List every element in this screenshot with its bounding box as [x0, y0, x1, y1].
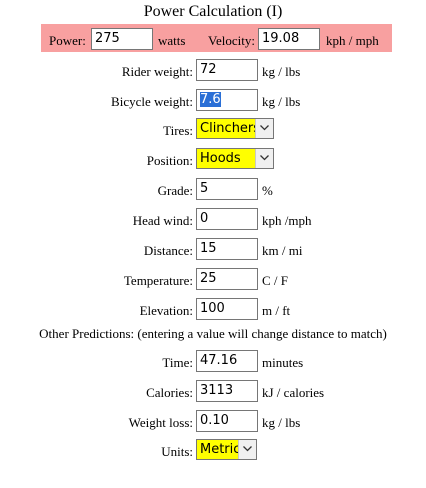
bicycle-weight-label: Bicycle weight: [111, 94, 193, 109]
calories-label: Calories: [146, 385, 193, 400]
units-select[interactable]: Metric [196, 439, 257, 460]
grade-label: Grade: [157, 183, 193, 198]
elevation-unit: m / ft [262, 303, 291, 318]
elevation-input[interactable]: 100 [196, 298, 258, 320]
tires-selected: Clinchers [200, 121, 261, 136]
velocity-label: Velocity: [208, 33, 255, 48]
weight-loss-label: Weight loss: [128, 415, 193, 430]
distance-unit: km / mi [262, 243, 303, 258]
time-input[interactable]: 47.16 [196, 350, 258, 372]
temperature-unit: C / F [262, 273, 289, 288]
rider-weight-label: Rider weight: [121, 64, 193, 79]
grade-unit: % [262, 183, 273, 198]
distance-input[interactable]: 15 [196, 238, 258, 260]
temperature-label: Temperature: [123, 273, 193, 288]
power-label: Power: [49, 33, 86, 48]
power-unit: watts [158, 33, 186, 48]
weight-loss-unit: kg / lbs [262, 415, 301, 430]
selected-text: 7.6 [200, 92, 221, 107]
bicycle-weight-unit: kg / lbs [262, 94, 301, 109]
page-title: Power Calculation (I) [143, 3, 283, 20]
temperature-input[interactable]: 25 [196, 268, 258, 290]
time-unit: minutes [262, 355, 304, 370]
velocity-input[interactable]: 19.08 [258, 28, 320, 50]
position-select[interactable]: Hoods [196, 148, 274, 169]
position-label: Position: [146, 153, 193, 168]
tires-select[interactable]: Clinchers [196, 118, 274, 139]
predictions-note: Other Predictions: (entering a value wil… [39, 326, 387, 341]
chevron-down-icon [255, 119, 273, 138]
tires-label: Tires: [163, 123, 193, 138]
velocity-unit: kph / mph [326, 33, 379, 48]
distance-label: Distance: [143, 243, 193, 258]
bicycle-weight-input[interactable]: 7.6 [196, 89, 258, 111]
time-label: Time: [162, 355, 193, 370]
chevron-down-icon [255, 149, 273, 168]
head-wind-input[interactable]: 0 [196, 208, 258, 230]
head-wind-label: Head wind: [132, 213, 193, 228]
elevation-label: Elevation: [139, 303, 193, 318]
grade-input[interactable]: 5 [196, 178, 258, 200]
head-wind-unit: kph /mph [262, 213, 312, 228]
calories-unit: kJ / calories [262, 385, 325, 400]
rider-weight-unit: kg / lbs [262, 64, 301, 79]
units-label: Units: [161, 444, 193, 459]
chevron-down-icon [238, 440, 256, 459]
rider-weight-input[interactable]: 72 [196, 59, 258, 81]
position-selected: Hoods [200, 151, 241, 166]
weight-loss-input[interactable]: 0.10 [196, 410, 258, 432]
units-selected: Metric [200, 442, 241, 457]
calories-input[interactable]: 3113 [196, 380, 258, 402]
power-input[interactable]: 275 [91, 28, 153, 50]
